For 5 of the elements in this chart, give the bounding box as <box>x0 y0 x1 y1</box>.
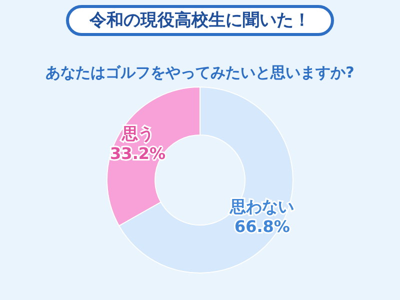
chart-title: 令和の現役高校生に聞いた！ <box>88 10 310 30</box>
chart-subtitle: あなたはゴルフをやってみたいと思いますか? <box>46 64 354 82</box>
data-label: 66.8% <box>234 216 290 236</box>
slice-label: 思う <box>120 124 154 144</box>
slice-label: 思わない <box>229 196 294 216</box>
